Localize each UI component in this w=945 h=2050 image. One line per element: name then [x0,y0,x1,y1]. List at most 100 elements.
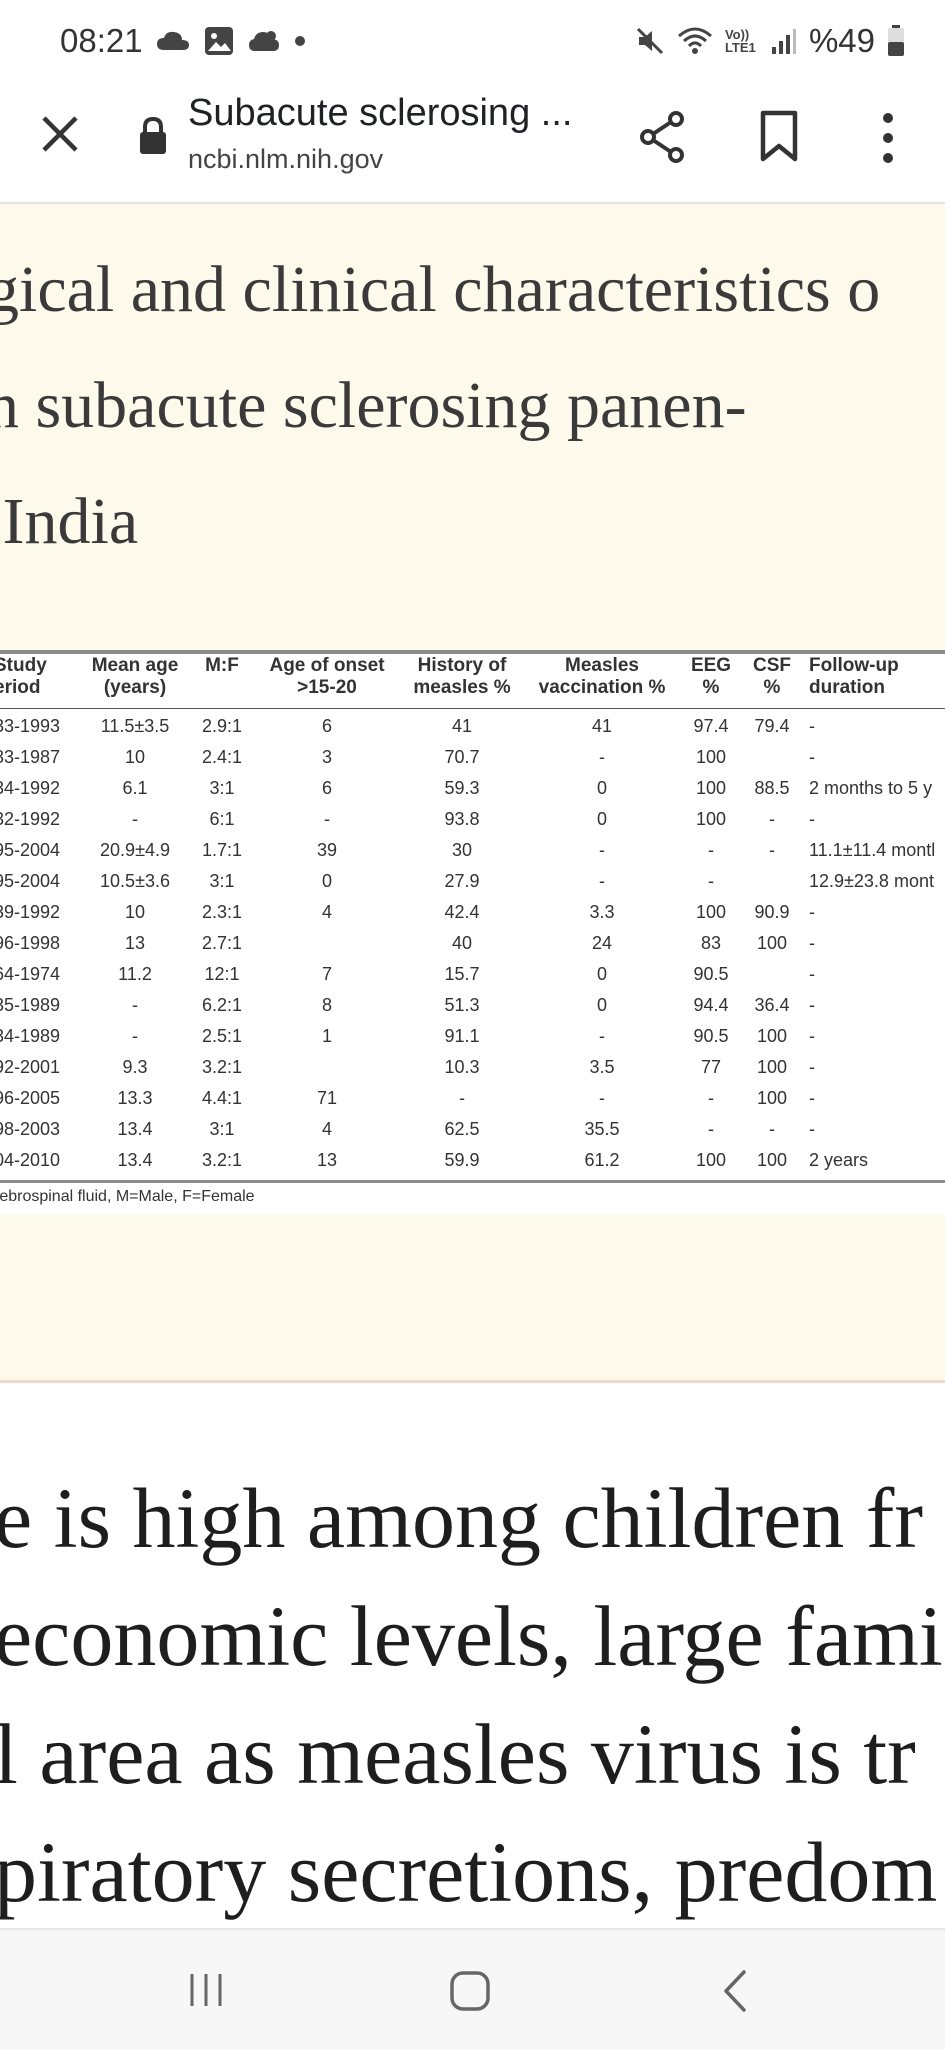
table-header-column: Mean age (years) [55,655,215,699]
table-cell: - [599,1088,605,1108]
table-header-cell: Follow-up [809,655,899,676]
table-cell: - [809,1088,815,1108]
table-cell: - [809,809,815,829]
table-header-column: History of measles % [382,655,542,699]
battery-icon [888,25,904,56]
table-cell: - [809,995,815,1015]
table-cell: 6:1 [209,809,235,829]
table-cell: 2.4:1 [201,747,243,767]
table-cell: 3:1 [209,871,235,891]
system-nav-bar [0,1928,945,2050]
table-cell: 39 [316,840,338,860]
article-line: piratory secretions, predom [0,1824,938,1920]
table-header-column: EEG% [631,655,791,699]
table-cell: - [459,1088,465,1108]
status-bar: 08:21 Vo)) LTE1 %49 [0,0,945,84]
article-line: l area as measles virus is tr [0,1706,916,1802]
battery-percent: %49 [808,22,875,59]
table-cell: 7 [321,964,332,984]
table-cell: 8 [321,995,332,1015]
table-cell: 100 [756,1088,788,1108]
page-title[interactable]: Subacute sclerosing ... [188,92,573,134]
table-header-cell-line2: vaccination % [538,677,666,698]
table-cell: 98-2003 [0,1119,61,1139]
table-cell: 39-1992 [0,902,61,922]
table-cell: 59.3 [444,778,480,798]
table-cell: 20.9±4.9 [100,840,170,860]
table-cell: 83 [700,933,722,953]
table-cell: 6.2:1 [201,995,243,1015]
table-figure[interactable]: gical and clinical characteristics o n s… [0,204,945,1383]
table-cell: 100 [695,902,727,922]
table-cell: - [599,1026,605,1046]
table-cell: 33-1987 [0,747,61,767]
table-cell: 95-2004 [0,840,61,860]
wifi-icon [677,27,712,54]
table-cell: 92-2001 [0,1057,61,1077]
table-cell: 0 [596,809,607,829]
table-header-cell-line2: >15-20 [297,677,357,698]
table-header-cell-line2: measles % [413,677,511,698]
table-cell: 0 [596,995,607,1015]
figure-title-line: gical and clinical characteristics o [0,253,881,326]
home-icon[interactable] [449,1970,491,2012]
table-header-cell: M:F [205,655,239,676]
table-cell: 2.3:1 [201,902,243,922]
table-cell: 34-1992 [0,778,61,798]
table-cell: - [599,871,605,891]
table-cell: 13.4 [117,1150,153,1170]
more-icon[interactable] [876,110,900,166]
table-cell: 10.3 [444,1057,480,1077]
table-cell: 2 months to 5 y [809,778,933,798]
table-row: 32-1992 - 6:1 - 93.8 0 100 - - [0,809,945,840]
table-header-cell: EEG [690,655,732,676]
page-url[interactable]: ncbi.nlm.nih.gov [188,144,384,174]
article-body: e is high among children fr economic lev… [0,1468,945,1928]
table-row: 35-1989-6.2:1 8 51.3 0 94.4 36.4- [0,995,945,1026]
table-header-column: Measles vaccination % [522,655,682,699]
table-cell: 33-1993 [0,716,61,736]
table-cell: - [708,871,714,891]
lock-icon[interactable] [138,116,168,156]
dot-icon [295,36,305,46]
table-cell: 100 [756,1057,788,1077]
figure-title-line: n subacute sclerosing panen- [0,369,747,442]
table-cell: 10 [124,747,146,767]
table-row: 33-1993 11.5±3.5 2.9:1 6 41 41 97.4 79.4- [0,716,945,747]
table-cell: 11.1±11.4 montl [809,840,936,860]
figure-title-line: India [0,485,139,558]
table-cell: 3.2:1 [201,1057,243,1077]
table-cell: 36.4 [754,995,790,1015]
table-cell: 34-1989 [0,1026,61,1046]
table-cell: 59.9 [444,1150,480,1170]
table-cell: 3.5 [589,1057,615,1077]
back-icon[interactable] [720,1968,750,2014]
table-cell: 95-2004 [0,871,61,891]
table-cell: - [132,809,138,829]
table-footnote: rebrospinal fluid, M=Male, F=Female [0,1188,255,1205]
table-cell: 3 [321,747,332,767]
table-cell: 15.7 [444,964,480,984]
bookmark-icon[interactable] [760,110,798,162]
table-cell: 4.4:1 [201,1088,243,1108]
table-cell: 94.4 [693,995,729,1015]
table-cell: 2.9:1 [201,716,243,736]
table-cell: - [769,809,775,829]
table-cell: 30 [451,840,473,860]
table-cell: 9.3 [122,1057,148,1077]
table-cell: - [769,840,775,860]
table-cell: - [324,809,330,829]
table-cell: 35.5 [584,1119,620,1139]
table-row: 34-1992 6.1 3:1 6 59.3 0 100 88.5 2 months to 5 … [0,778,945,809]
close-icon[interactable] [38,112,82,156]
table-row: 39-1992 10 2.3:1 4 42.4 3.3 100 90.9- [0,902,945,933]
table-cell: - [708,1119,714,1139]
table-cell: - [809,964,815,984]
table-cell: 1.7:1 [201,840,243,860]
table-header-cell: Mean age [91,655,179,676]
table-cell: 100 [695,809,727,829]
table-header-column: M:F [142,655,302,677]
share-icon[interactable] [638,110,688,164]
recent-apps-icon[interactable] [186,1970,226,2010]
